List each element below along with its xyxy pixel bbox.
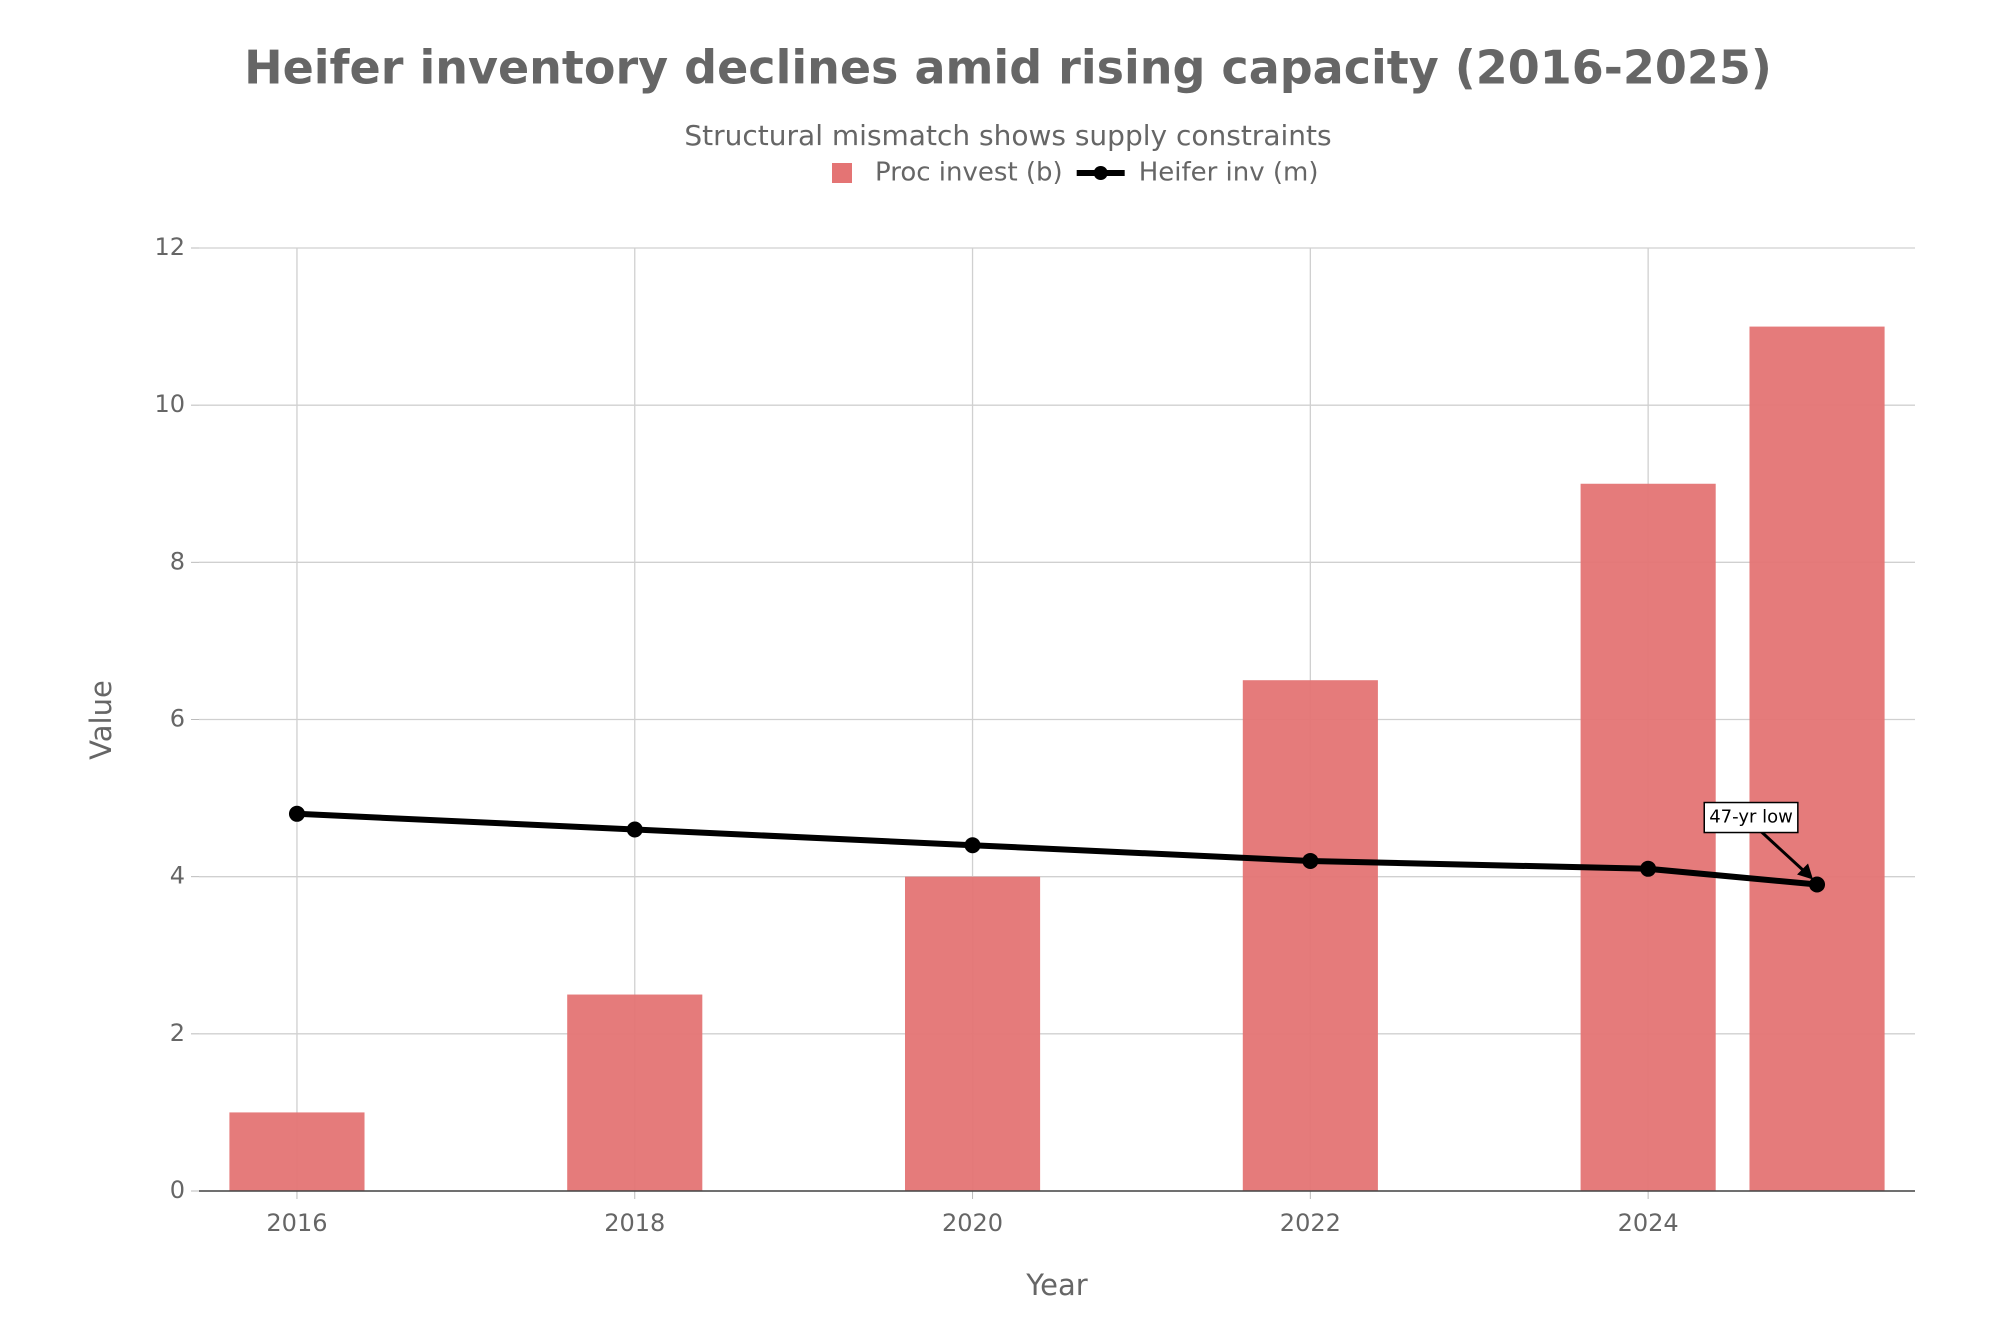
x-tick-label: 2016	[266, 1209, 327, 1237]
bar	[229, 1112, 365, 1191]
bar	[1242, 680, 1378, 1191]
legend-label: Proc invest (b)	[875, 158, 1063, 188]
marker	[1809, 876, 1826, 893]
line	[296, 810, 1818, 888]
y-tick-label: 6	[170, 705, 185, 733]
x-tick-label: 2024	[1618, 1209, 1679, 1237]
annotation-arrowhead	[1797, 863, 1814, 880]
annotation-text: 47-yr low	[1709, 807, 1793, 828]
legend-label: Heifer inv (m)	[1139, 158, 1319, 188]
x-tick-label: 2018	[604, 1209, 665, 1237]
bar	[904, 876, 1041, 1191]
chart-title: Heifer inventory declines amid rising ca…	[244, 41, 1772, 95]
legend-swatch	[1093, 166, 1108, 180]
marker	[626, 821, 643, 838]
y-tick-label: 10	[154, 390, 185, 418]
y-tick-label: 0	[170, 1176, 185, 1204]
y-tick-label: 2	[170, 1019, 185, 1047]
x-axis-title: Year	[1025, 1268, 1087, 1302]
annotation-box	[1703, 801, 1799, 834]
chart-subtitle: Structural mismatch shows supply constra…	[684, 119, 1331, 152]
bar	[1580, 483, 1716, 1191]
y-tick-label: 4	[170, 862, 185, 890]
legend-swatch	[832, 163, 852, 183]
marker	[964, 837, 981, 854]
y-tick-label: 8	[170, 547, 185, 575]
bar	[1749, 326, 1885, 1191]
grid	[199, 247, 1915, 1192]
y-axis-title: Value	[84, 680, 118, 760]
marker	[1640, 860, 1657, 877]
marker	[288, 805, 305, 822]
marker	[1302, 852, 1319, 869]
bar	[567, 994, 703, 1191]
x-tick-label: 2020	[942, 1209, 1003, 1237]
x-tick-label: 2022	[1280, 1209, 1341, 1237]
y-tick-label: 12	[154, 233, 185, 261]
